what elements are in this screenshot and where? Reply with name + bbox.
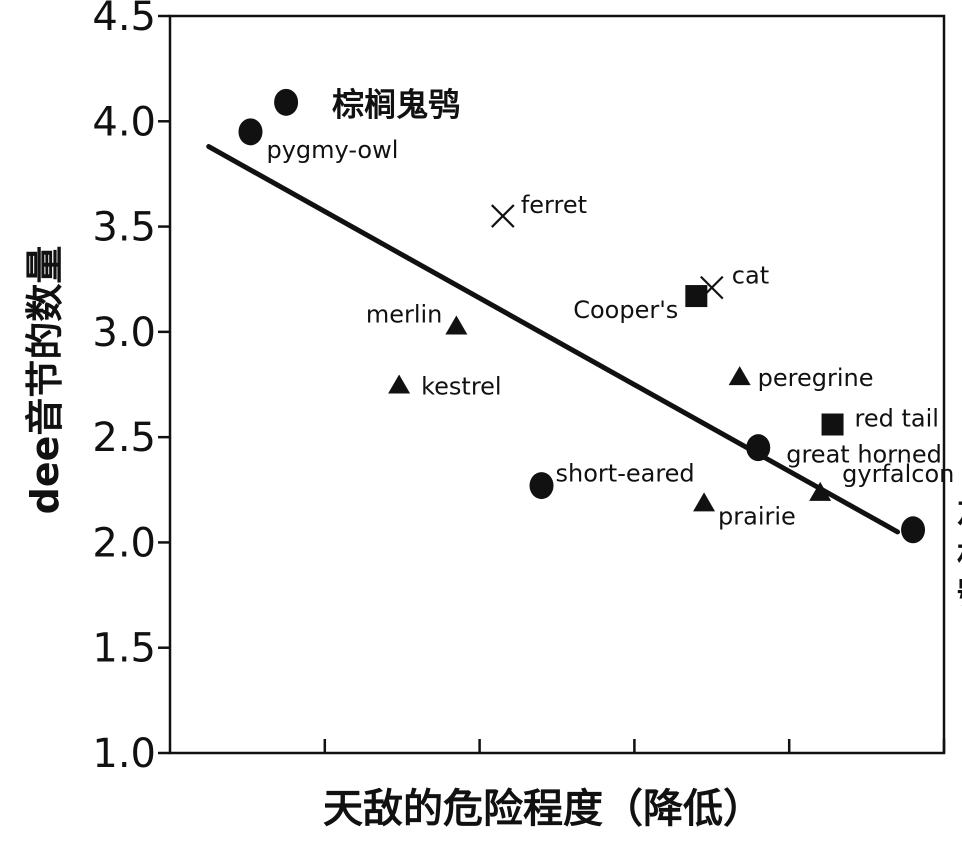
- x-marker-stroke: [491, 204, 515, 228]
- y-tick-label: 2.0: [92, 520, 156, 566]
- y-tick-label: 1.0: [92, 731, 156, 777]
- trendline: [206, 144, 901, 535]
- label-char: 灰: [957, 495, 962, 533]
- y-tick-label: 2.5: [92, 415, 156, 461]
- trendline-layer: [206, 144, 901, 535]
- y-tick-label: 3.0: [92, 310, 156, 356]
- point-short-eared-circle-marker: [529, 472, 554, 500]
- y-tick-label: 4.5: [92, 0, 156, 40]
- point-prairie-label: prairie: [718, 502, 796, 530]
- point-gyrfalcon-label: gyrfalcon: [842, 460, 954, 488]
- point-emphasis-0-label: 棕榈鬼鸮: [332, 85, 460, 123]
- point-red-tail-label: red tail: [855, 405, 939, 433]
- point-merlin-label: merlin: [366, 301, 443, 329]
- point-labels-layer: 棕榈鬼鸮 pygmy-owl ferret cat Cooper's merlin kest…: [266, 85, 962, 612]
- point-ferret-label: ferret: [521, 191, 587, 219]
- point-emphasis-13-label: 灰林鸮: [957, 495, 962, 613]
- y-tick-label: 4.0: [92, 99, 156, 145]
- y-axis-label-wrap: dee音节的数量: [2, 150, 82, 610]
- point-pygmy-owl-label: pygmy-owl: [266, 136, 398, 164]
- plot-frame: [168, 14, 946, 755]
- point-peregrine-label: peregrine: [758, 364, 874, 392]
- point-emphasis-13-circle-marker: [901, 516, 926, 544]
- point-great-horned-label: great horned: [786, 441, 942, 469]
- x-axis-label: 天敌的危险程度（降低）: [323, 786, 763, 832]
- point-kestrel-triangle-marker: [388, 374, 411, 394]
- point-prairie-triangle-marker: [693, 492, 716, 512]
- point-ferret-x-marker: [491, 204, 515, 228]
- point-pygmy-owl-circle-marker: [238, 118, 263, 146]
- point-cat-label: cat: [732, 262, 769, 290]
- point-gyrfalcon-triangle-marker: [809, 481, 832, 501]
- point-cooper-s-label: Cooper's: [573, 296, 678, 324]
- y-axis-label: dee音节的数量: [23, 246, 67, 515]
- label-char: 鸮: [957, 575, 962, 613]
- label-char: 林: [957, 535, 962, 573]
- point-emphasis-0-circle-marker: [274, 88, 299, 116]
- point-peregrine-triangle-marker: [728, 366, 751, 386]
- point-red-tail-square-marker: [821, 413, 844, 436]
- y-tick-label: 1.5: [92, 626, 156, 672]
- point-merlin-triangle-marker: [445, 315, 468, 335]
- axes-layer: 1.0 1.5 2.0 2.5 3.0 3.5 4.0 4.5: [92, 0, 946, 777]
- point-great-horned-circle-marker: [746, 434, 771, 462]
- point-short-eared-label: short-eared: [556, 460, 695, 488]
- points-layer: [238, 88, 926, 544]
- point-cooper-s-square-marker: [685, 285, 708, 308]
- point-kestrel-label: kestrel: [421, 373, 502, 401]
- y-tick-label: 3.5: [92, 205, 156, 251]
